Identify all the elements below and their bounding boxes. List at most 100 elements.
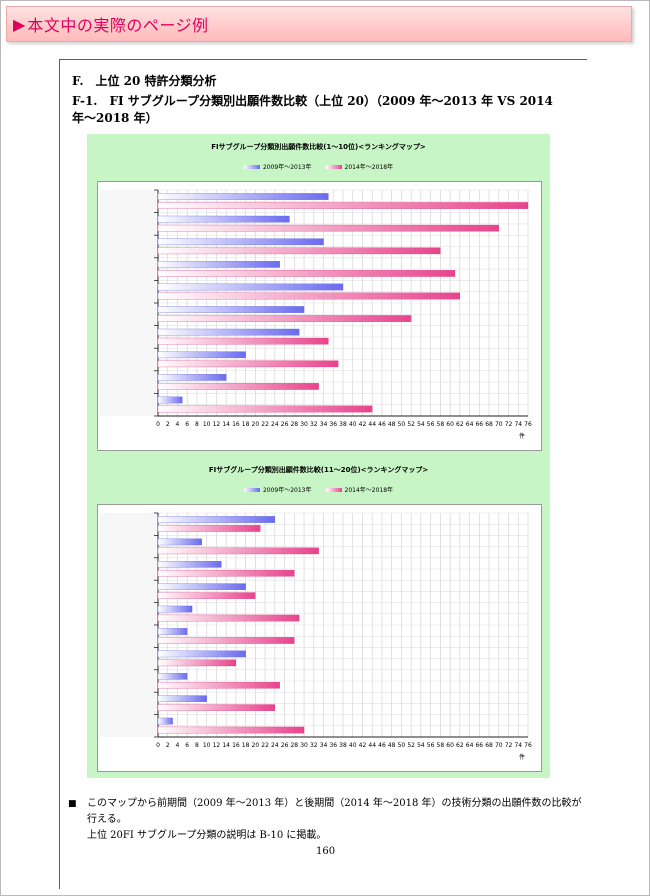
bar-series2 <box>157 405 373 413</box>
x-tick-label: 36 <box>329 742 337 749</box>
note-line-2: 上位 20FI サブグループ分類の説明は B-10 に掲載。 <box>87 830 327 841</box>
chart2-legend: 2009年〜2013年 2014年〜2018年 <box>87 485 550 494</box>
x-axis-label: 件 <box>519 432 525 440</box>
bar-series2 <box>157 292 460 300</box>
x-tick-label: 36 <box>329 421 337 428</box>
bar-series1 <box>157 650 246 658</box>
x-tick-label: 14 <box>222 742 230 749</box>
bar-series1 <box>157 306 305 313</box>
legend-swatch-series1 <box>243 487 260 492</box>
x-tick-label: 48 <box>388 742 396 749</box>
x-tick-label: 74 <box>514 421 522 428</box>
x-axis-label: 件 <box>519 753 525 761</box>
x-tick-label: 70 <box>495 421 503 428</box>
banner-title: 本文中の実際のページ例 <box>27 16 209 35</box>
x-tick-label: 50 <box>398 421 406 428</box>
x-tick-label: 64 <box>466 742 474 749</box>
x-tick-label: 52 <box>407 742 415 749</box>
bar-series1 <box>157 605 193 613</box>
legend-swatch-series1 <box>243 164 260 169</box>
legend-label-series1: 2009年〜2013年 <box>262 164 312 171</box>
x-tick-label: 42 <box>359 421 367 428</box>
legend-swatch-series2 <box>325 164 342 169</box>
x-tick-label: 6 <box>185 421 189 428</box>
chart1-title: FIサブグループ分類別出願件数比較(1〜10位)<ランキングマップ> <box>211 143 426 151</box>
chart1-legend: 2009年〜2013年 2014年〜2018年 <box>87 162 550 171</box>
bar-series1 <box>157 374 227 381</box>
bar-series2 <box>157 704 275 711</box>
page-left-rule <box>59 59 60 889</box>
legend-swatch-series2 <box>325 487 342 492</box>
chart-panel: FIサブグループ分類別出願件数比較(1〜10位)<ランキングマップ> 2009年… <box>87 134 550 778</box>
bar-series1 <box>157 561 222 568</box>
bar-series1 <box>157 628 188 635</box>
x-tick-label: 60 <box>446 421 454 428</box>
x-tick-label: 72 <box>505 421 513 428</box>
x-tick-label: 20 <box>252 742 260 749</box>
bar-series2 <box>157 726 305 734</box>
bullet-square-icon: ■ <box>68 799 77 809</box>
bar-series2 <box>157 360 339 368</box>
x-tick-label: 4 <box>176 742 180 749</box>
x-tick-label: 30 <box>300 742 308 749</box>
bar-series1 <box>157 261 280 268</box>
bar-series1 <box>157 717 173 725</box>
bar-series2 <box>157 547 319 555</box>
bar-series1 <box>157 695 207 702</box>
x-tick-label: 58 <box>437 421 445 428</box>
x-tick-label: 56 <box>427 742 435 749</box>
bar-series2 <box>157 637 295 644</box>
x-tick-label: 60 <box>446 742 454 749</box>
x-tick-label: 34 <box>320 421 328 428</box>
legend-label-series1: 2009年〜2013年 <box>262 487 312 494</box>
x-tick-label: 66 <box>475 421 483 428</box>
legend-item-series1: 2009年〜2013年 <box>243 162 312 171</box>
x-tick-label: 32 <box>310 421 318 428</box>
x-tick-label: 62 <box>456 742 464 749</box>
x-tick-label: 18 <box>242 421 250 428</box>
x-tick-label: 0 <box>156 421 160 428</box>
x-tick-label: 26 <box>281 421 289 428</box>
legend-item-series2: 2014年〜2018年 <box>325 162 393 171</box>
bar-series2 <box>157 592 256 599</box>
x-tick-label: 32 <box>310 742 318 749</box>
category-label-strip <box>100 190 156 416</box>
x-tick-label: 48 <box>388 421 396 428</box>
x-tick-label: 46 <box>378 742 386 749</box>
x-tick-label: 16 <box>232 421 240 428</box>
chart2-plot-area: 0 2 4 6 8 10 12 14 16 18 20 22 24 26 28 30 32 34 36 38 40 42 4… <box>97 504 542 772</box>
x-tick-label: 26 <box>281 742 289 749</box>
bar-series1 <box>157 215 290 223</box>
bar-series2 <box>157 383 319 390</box>
bar-series2 <box>157 681 280 689</box>
bar-series1 <box>157 193 329 200</box>
x-tick-label: 2 <box>166 421 170 428</box>
x-tick-label: 42 <box>359 742 367 749</box>
x-tick-label: 50 <box>398 742 406 749</box>
x-tick-label: 38 <box>339 421 347 428</box>
triangle-icon: ▶ <box>13 14 26 34</box>
x-tick-label: 24 <box>271 421 279 428</box>
x-tick-label: 76 <box>524 421 532 428</box>
bar-series2 <box>157 337 329 345</box>
x-tick-label: 6 <box>185 742 189 749</box>
chart2-title: FIサブグループ分類別出願件数比較(11〜20位)<ランキングマップ> <box>208 466 429 474</box>
x-tick-label: 10 <box>203 421 211 428</box>
x-tick-label: 0 <box>156 742 160 749</box>
chart1-plot-area: 0 2 4 6 8 10 12 14 16 18 20 22 24 26 28 30 32 34 36 38 40 42 4… <box>97 181 542 451</box>
bar-series2 <box>157 614 300 622</box>
bar-series2 <box>157 569 295 577</box>
bar-series2 <box>157 525 261 532</box>
x-tick-label: 22 <box>261 742 269 749</box>
x-tick-label: 46 <box>378 421 386 428</box>
chart1-svg: 0 2 4 6 8 10 12 14 16 18 20 22 24 26 28 30 32 34 36 38 40 42 4… <box>100 189 532 440</box>
x-tick-label: 12 <box>213 421 221 428</box>
x-tick-label: 54 <box>417 742 425 749</box>
x-tick-label: 18 <box>242 742 250 749</box>
bar-series1 <box>157 538 202 546</box>
bar-series2 <box>157 659 237 667</box>
x-tick-label: 30 <box>300 421 308 428</box>
bar-series1 <box>157 583 246 590</box>
x-tick-label: 68 <box>485 421 493 428</box>
x-tick-label: 66 <box>475 742 483 749</box>
